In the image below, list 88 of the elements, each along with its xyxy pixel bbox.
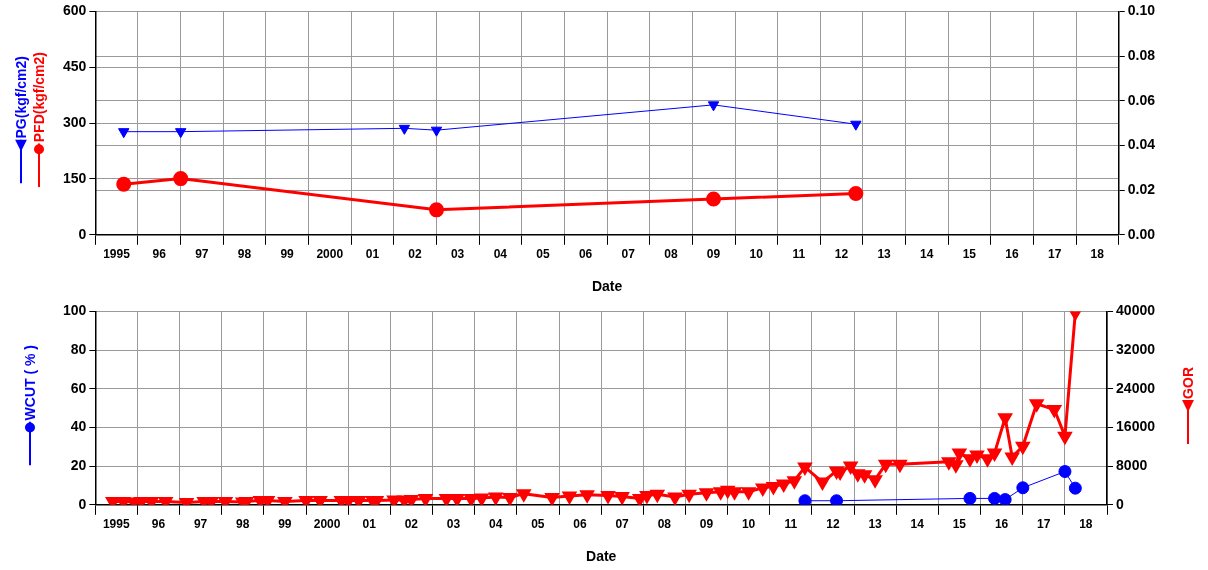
x-tick-label: 14	[910, 517, 925, 532]
x-tick-label: 11	[784, 517, 798, 532]
x-tick-label: 2000	[313, 517, 341, 532]
point	[116, 176, 132, 192]
x-tick-label: 18	[1090, 247, 1105, 262]
x-tick-label: 14	[920, 247, 934, 262]
y2-tick-label: 0	[1116, 495, 1125, 512]
x-tick-label: 97	[193, 517, 208, 532]
x-tick-label: 01	[365, 247, 380, 262]
x-tick-label: 03	[450, 247, 465, 262]
x-tick-label: 07	[621, 247, 636, 262]
point	[707, 101, 720, 112]
x-tick-label: 16	[994, 517, 1009, 532]
text: PG(kgf/cm2)	[13, 56, 29, 139]
x-tick-label: 98	[236, 517, 250, 532]
x-tick-label: 01	[362, 517, 377, 532]
y-tick-label: 300	[63, 113, 87, 130]
y-tick-label: 0	[78, 495, 87, 512]
x-axis-title: Date	[586, 548, 617, 565]
x-tick-label: 02	[408, 247, 422, 262]
y2-tick-label: 16000	[1116, 418, 1156, 435]
x-tick-label: 18	[1079, 517, 1093, 532]
point	[173, 171, 189, 187]
x-tick-label: 09	[706, 247, 721, 262]
point	[706, 191, 722, 207]
point	[428, 202, 444, 218]
x-tick-label: 1995	[103, 247, 131, 262]
y-tick-label: 100	[63, 302, 87, 319]
x-tick-label: 99	[278, 517, 292, 532]
y2-tick-label: 8000	[1116, 456, 1148, 473]
x-tick-label: 13	[868, 517, 883, 532]
x-tick-label: 08	[664, 247, 678, 262]
x-tick-label: 06	[578, 247, 593, 262]
x-tick-label: 11	[792, 247, 806, 262]
x-tick-label: 04	[493, 247, 508, 262]
y-tick-label: 0	[78, 225, 87, 242]
y2-tick-label: 0.06	[1127, 91, 1156, 108]
y2-axis-title: GOR	[1180, 366, 1196, 399]
y2-tick-label: 0.02	[1127, 180, 1156, 197]
x-tick-label: 09	[699, 517, 714, 532]
y2-tick-label: 0.10	[1127, 2, 1156, 19]
x-tick-label: 98	[237, 247, 252, 262]
x-tick-label: 07	[615, 517, 630, 532]
y-tick-label: 450	[63, 58, 87, 75]
point	[430, 126, 443, 137]
x-tick-label: 03	[446, 517, 461, 532]
y2-tick-label: 0.08	[1127, 46, 1156, 63]
point	[398, 124, 411, 135]
y-tick-label: 60	[70, 379, 87, 396]
x-tick-label: 17	[1037, 517, 1051, 532]
y2-tick-label: 0.04	[1127, 136, 1156, 153]
point	[850, 120, 862, 131]
x-tick-label: 96	[151, 517, 166, 532]
x-tick-label: 96	[152, 247, 167, 262]
x-axis-title: Date	[591, 278, 623, 295]
x-tick-label: 15	[962, 247, 977, 262]
x-tick-label: 17	[1047, 247, 1062, 262]
x-tick-label: 06	[573, 517, 587, 532]
y2-tick-label: 24000	[1116, 379, 1156, 396]
point	[118, 128, 130, 139]
x-tick-label: 05	[531, 517, 545, 532]
point	[848, 185, 864, 201]
x-tick-label: 1995	[102, 517, 130, 532]
x-tick-label: 12	[834, 247, 849, 262]
y-tick-label: 80	[70, 340, 87, 357]
x-tick-label: 10	[749, 247, 764, 262]
y2-tick-label: 32000	[1116, 340, 1156, 357]
y-tick-label: 150	[63, 169, 87, 186]
y-tick-label: 600	[63, 2, 87, 19]
x-tick-label: 16	[1005, 247, 1020, 262]
x-tick-label: 12	[826, 517, 840, 532]
y-tick-label: 40	[70, 418, 87, 435]
x-tick-label: 05	[536, 247, 550, 262]
x-tick-label: 04	[489, 517, 503, 532]
x-tick-label: 99	[280, 247, 295, 262]
x-tick-label: 02	[404, 517, 419, 532]
x-tick-label: 08	[657, 517, 672, 532]
y2-tick-label: 40000	[1116, 302, 1156, 319]
y-tick-label: 20	[70, 456, 87, 473]
text: PFD(kgf/cm2)	[31, 52, 47, 143]
y2-tick-label: 0.00	[1127, 225, 1156, 242]
x-tick-label: 97	[195, 247, 209, 262]
y-axis-title: WCUT ( % )	[22, 344, 38, 421]
x-tick-label: 10	[741, 517, 756, 532]
x-tick-label: 15	[952, 517, 967, 532]
x-tick-label: 13	[877, 247, 892, 262]
x-tick-label: 2000	[316, 247, 344, 262]
point	[175, 128, 187, 139]
